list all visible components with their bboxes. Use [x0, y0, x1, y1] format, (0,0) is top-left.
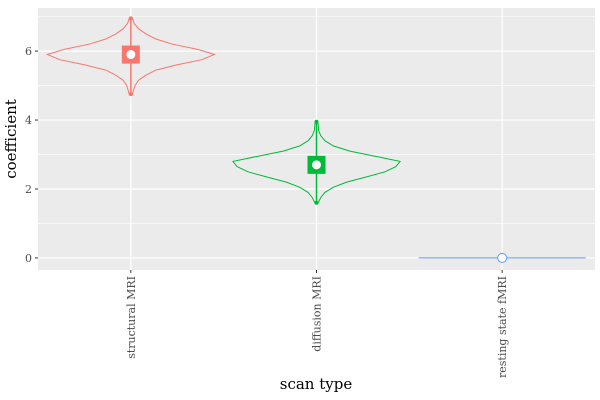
y-axis-title: coefficient — [2, 99, 20, 179]
chart-marks — [45, 16, 586, 263]
x-tick-label: diffusion MRI — [311, 276, 324, 352]
x-axis-title: scan type — [280, 375, 353, 393]
mean-point — [312, 160, 321, 170]
y-tick-label: 0 — [25, 252, 32, 265]
x-tick-label: resting state fMRI — [496, 276, 509, 378]
axes: 0 2 4 6 structural MRI diffusion MRI resting s… — [25, 45, 509, 378]
min-point — [128, 92, 133, 97]
y-tick-label: 4 — [25, 114, 32, 127]
mean-point — [497, 252, 508, 263]
mean-point — [126, 50, 136, 60]
max-point — [314, 119, 319, 124]
y-tick-label: 2 — [25, 183, 32, 196]
y-tick-label: 6 — [25, 45, 32, 58]
min-point — [314, 200, 319, 205]
x-tick-label: structural MRI — [125, 276, 138, 359]
max-point — [128, 16, 133, 21]
